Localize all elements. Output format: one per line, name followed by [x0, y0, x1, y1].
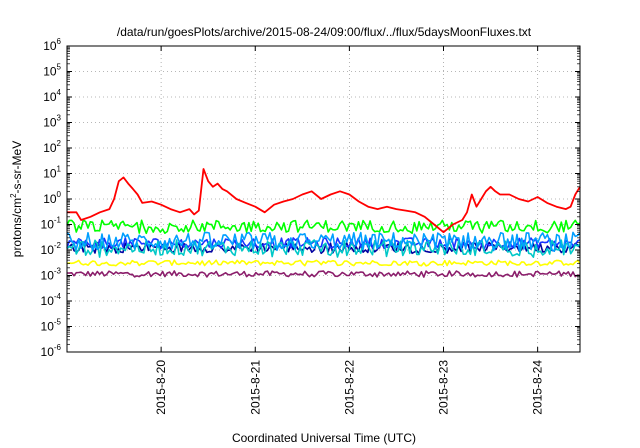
series-line [67, 168, 581, 234]
x-axis-label: Coordinated Universal Time (UTC) [232, 431, 416, 445]
x-tick-label: 2015-8-22 [342, 360, 356, 415]
y-tick-label: 10-1 [41, 216, 62, 232]
y-tick-label: 10-2 [41, 241, 62, 257]
series-line [66, 231, 581, 252]
y-tick-label-exponent: 4 [57, 88, 62, 97]
y-axis-label: protons/cm2-s-sr-MeV [9, 141, 24, 257]
y-tick-label: 10-5 [41, 318, 62, 334]
y-tick-label-exponent: 3 [57, 114, 62, 123]
x-axis-ticks: 2015-8-20 2015-8-21 2015-8-22 2015-8-23 2015… [154, 46, 545, 415]
y-tick-label: 10-4 [41, 292, 62, 308]
y-tick-label-base: 10 [43, 39, 57, 53]
y-tick-label-base: 10 [43, 167, 57, 181]
x-tick-label: 2015-8-23 [437, 360, 451, 415]
y-tick-label-base: 10 [41, 218, 55, 232]
series-line [66, 239, 581, 258]
y-tick-label: 100 [43, 190, 61, 206]
series-line [66, 270, 581, 278]
y-axis-label-main: protons/cm [10, 198, 24, 257]
y-tick-label: 106 [43, 37, 61, 53]
y-tick-label: 103 [43, 114, 61, 130]
series-line [66, 259, 581, 267]
y-axis-label-rest: -s-sr-MeV [10, 141, 24, 194]
y-tick-label: 102 [43, 139, 61, 155]
y-tick-label-base: 10 [41, 269, 55, 283]
chart-title: /data/run/goesPlots/archive/2015-08-24/0… [117, 25, 532, 39]
y-tick-label: 10-6 [41, 343, 62, 359]
x-tick-label: 2015-8-20 [154, 360, 168, 415]
y-tick-label-base: 10 [43, 90, 57, 104]
y-tick-label: 101 [43, 165, 61, 181]
y-tick-label-exponent: -4 [54, 292, 62, 301]
y-tick-label-base: 10 [41, 243, 55, 257]
y-tick-label-base: 10 [43, 116, 57, 130]
grid-lines [67, 46, 580, 352]
y-tick-label-exponent: -3 [54, 267, 62, 276]
y-tick-label: 104 [43, 88, 61, 104]
y-tick-label-exponent: 0 [57, 190, 62, 199]
y-tick-label-exponent: -1 [54, 216, 62, 225]
y-tick-label-exponent: -5 [54, 318, 62, 327]
y-tick-label-exponent: 1 [57, 165, 62, 174]
y-tick-label-base: 10 [41, 320, 55, 334]
y-tick-label-exponent: -2 [54, 241, 62, 250]
y-axis-label-sup: 2 [9, 193, 18, 198]
y-axis-ticks: 10-610-510-410-310-210-11001011021031041… [41, 37, 580, 359]
y-tick-label-exponent: 5 [57, 63, 62, 72]
x-tick-label: 2015-8-24 [531, 360, 545, 415]
y-tick-label-exponent: 6 [57, 37, 62, 46]
x-tick-label: 2015-8-21 [248, 360, 262, 415]
y-tick-label-base: 10 [43, 65, 57, 79]
y-tick-label-base: 10 [41, 294, 55, 308]
y-tick-label-exponent: -6 [54, 343, 62, 352]
data-series [66, 168, 581, 278]
series-line [66, 219, 581, 235]
y-tick-label: 10-3 [41, 267, 62, 283]
y-tick-label-base: 10 [43, 192, 57, 206]
y-tick-label-exponent: 2 [57, 139, 62, 148]
y-tick-label: 105 [43, 63, 61, 79]
y-tick-label-base: 10 [43, 141, 57, 155]
y-tick-label-base: 10 [41, 345, 55, 359]
